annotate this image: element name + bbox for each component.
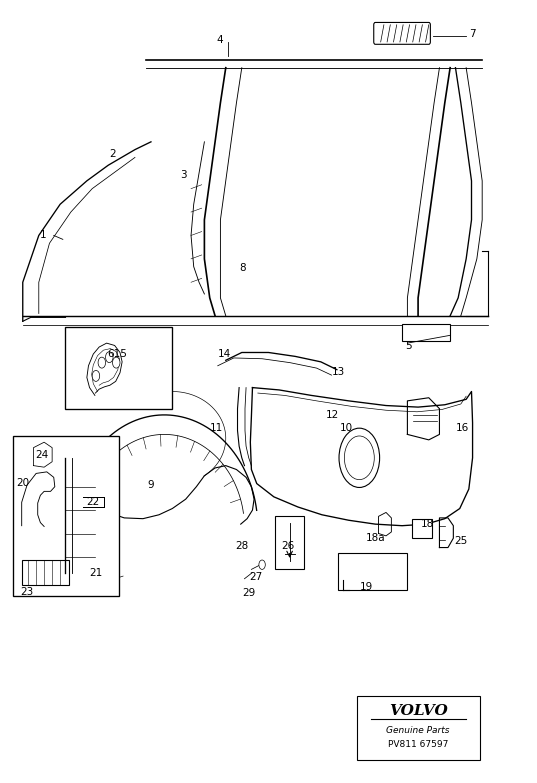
Bar: [66, 327, 172, 409]
Text: 5: 5: [405, 341, 411, 352]
Text: 18: 18: [421, 519, 434, 529]
Text: PV811 67597: PV811 67597: [388, 740, 448, 749]
Circle shape: [92, 370, 100, 381]
Text: 25: 25: [454, 536, 468, 547]
Circle shape: [259, 560, 265, 569]
Text: 12: 12: [326, 410, 339, 420]
Bar: [402, 323, 450, 341]
Text: 615: 615: [107, 349, 127, 359]
Bar: [338, 553, 408, 590]
Circle shape: [98, 357, 106, 368]
Text: 16: 16: [455, 423, 469, 433]
Text: 1: 1: [40, 230, 47, 240]
Circle shape: [344, 436, 374, 480]
Text: VOLVO: VOLVO: [389, 705, 447, 718]
Text: 24: 24: [35, 450, 48, 460]
Text: 7: 7: [469, 29, 475, 39]
Circle shape: [106, 352, 113, 363]
Text: 11: 11: [210, 423, 223, 433]
Text: 8: 8: [239, 263, 246, 273]
Text: 20: 20: [16, 478, 29, 488]
Bar: [13, 436, 119, 596]
Text: 4: 4: [216, 35, 223, 45]
Bar: [412, 518, 432, 538]
FancyBboxPatch shape: [374, 23, 430, 45]
Bar: [275, 516, 304, 569]
Text: 2: 2: [110, 149, 116, 158]
Text: 26: 26: [281, 541, 294, 551]
Text: 3: 3: [180, 171, 187, 180]
Text: 23: 23: [20, 587, 33, 597]
Bar: [357, 696, 480, 760]
Text: 27: 27: [249, 572, 262, 583]
Text: 22: 22: [86, 497, 99, 507]
Text: 19: 19: [359, 582, 373, 591]
Text: 18a: 18a: [365, 533, 385, 543]
Bar: [21, 560, 69, 585]
Circle shape: [339, 428, 380, 488]
Text: 14: 14: [218, 349, 231, 359]
Text: 29: 29: [242, 588, 255, 597]
Text: 10: 10: [340, 423, 353, 433]
Circle shape: [113, 357, 120, 368]
Text: 21: 21: [90, 568, 103, 578]
Text: Genuine Parts: Genuine Parts: [386, 726, 450, 734]
Text: 13: 13: [331, 367, 345, 377]
Text: 28: 28: [235, 541, 248, 551]
Text: 9: 9: [147, 480, 154, 490]
